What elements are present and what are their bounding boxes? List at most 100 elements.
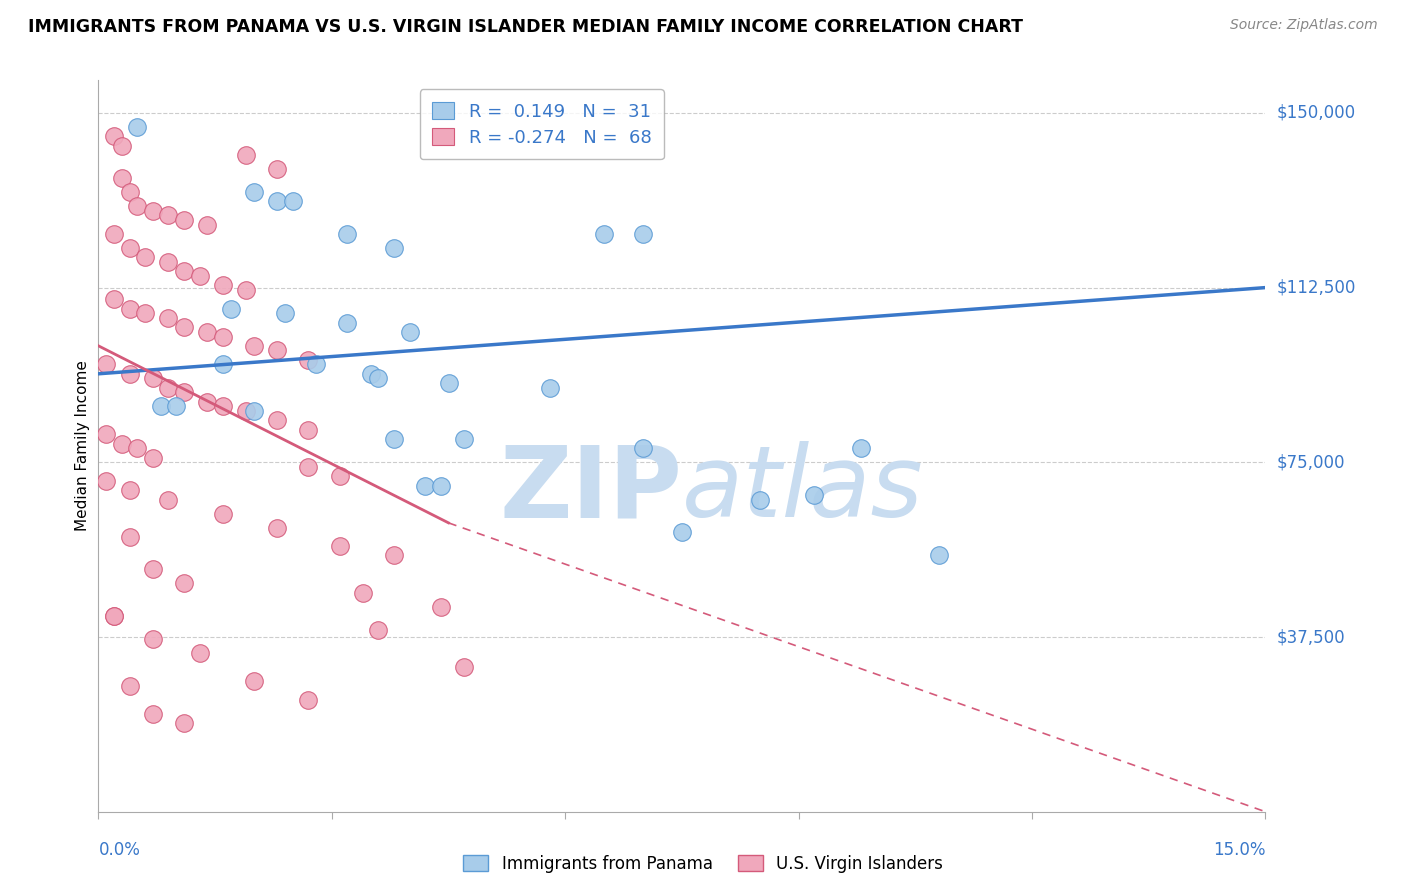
Point [266,520,288,534]
Point [212,400,235,414]
Point [243,339,266,353]
Point [274,306,297,320]
Text: Source: ZipAtlas.com: Source: ZipAtlas.com [1230,18,1378,32]
Point [453,432,475,446]
Point [118,483,141,498]
Point [149,400,172,414]
Point [173,716,195,731]
Point [235,283,257,297]
Point [429,599,451,614]
Point [118,301,141,316]
Point [429,478,451,492]
Point [849,442,872,456]
Point [142,562,165,576]
Point [329,469,352,483]
Point [748,492,770,507]
Point [118,530,141,544]
Point [336,227,359,241]
Text: ZIP: ZIP [499,442,682,539]
Point [103,292,125,306]
Point [195,325,218,339]
Point [593,227,616,241]
Point [266,161,288,176]
Text: $150,000: $150,000 [1277,103,1357,122]
Point [111,171,134,186]
Y-axis label: Median Family Income: Median Family Income [75,360,90,532]
Point [281,194,304,209]
Point [142,371,165,385]
Point [212,278,235,293]
Point [103,227,125,241]
Point [157,492,180,507]
Point [111,436,134,450]
Point [243,674,266,689]
Point [127,199,149,213]
Point [928,549,950,563]
Point [235,404,257,418]
Point [142,706,165,721]
Point [157,208,180,222]
Point [297,352,319,367]
Point [127,442,149,456]
Point [305,358,328,372]
Point [157,310,180,325]
Legend: Immigrants from Panama, U.S. Virgin Islanders: Immigrants from Panama, U.S. Virgin Isla… [457,848,949,880]
Point [134,250,156,264]
Point [195,394,218,409]
Point [243,185,266,199]
Legend: R =  0.149   N =  31, R = -0.274   N =  68: R = 0.149 N = 31, R = -0.274 N = 68 [420,89,664,160]
Point [96,474,118,488]
Point [329,539,352,553]
Point [188,268,211,283]
Point [157,255,180,269]
Point [297,460,319,475]
Point [96,427,118,442]
Point [195,218,218,232]
Point [212,507,235,521]
Point [382,549,405,563]
Point [398,325,420,339]
Point [118,241,141,255]
Point [235,148,257,162]
Point [188,646,211,660]
Point [142,203,165,218]
Point [157,381,180,395]
Point [631,227,654,241]
Point [103,129,125,144]
Point [297,693,319,707]
Point [173,264,195,278]
Point [297,423,319,437]
Text: atlas: atlas [682,442,924,539]
Point [142,632,165,647]
Text: $75,000: $75,000 [1277,453,1346,471]
Point [118,367,141,381]
Point [118,679,141,693]
Point [103,609,125,624]
Text: IMMIGRANTS FROM PANAMA VS U.S. VIRGIN ISLANDER MEDIAN FAMILY INCOME CORRELATION : IMMIGRANTS FROM PANAMA VS U.S. VIRGIN IS… [28,18,1024,36]
Point [212,329,235,343]
Point [631,442,654,456]
Point [671,525,693,540]
Point [367,371,389,385]
Point [243,404,266,418]
Point [266,413,288,427]
Text: 15.0%: 15.0% [1213,841,1265,859]
Point [803,488,825,502]
Point [538,381,561,395]
Point [173,576,195,591]
Point [413,478,436,492]
Point [266,194,288,209]
Point [173,320,195,334]
Text: $112,500: $112,500 [1277,278,1357,297]
Point [142,450,165,465]
Text: $37,500: $37,500 [1277,628,1346,646]
Point [103,609,125,624]
Point [352,586,374,600]
Point [382,432,405,446]
Point [367,623,389,637]
Point [173,213,195,227]
Point [127,120,149,134]
Point [360,367,382,381]
Point [111,138,134,153]
Point [212,358,235,372]
